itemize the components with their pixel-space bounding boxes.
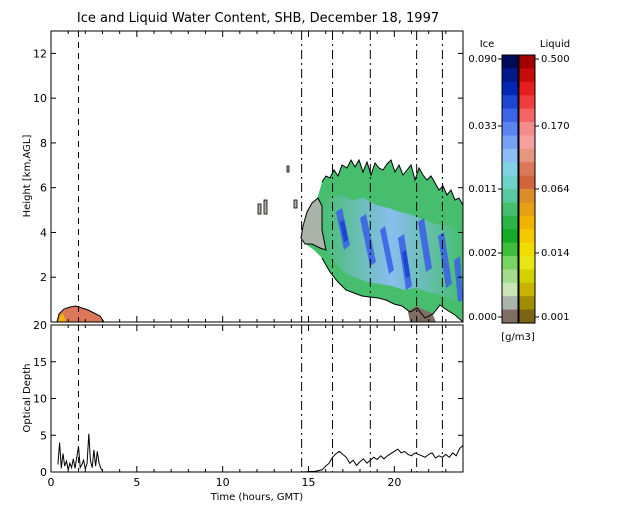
y-tick-label: 10 <box>33 393 47 406</box>
colorbar-ice-tick-label: 0.090 <box>468 54 497 65</box>
colorbar-ice-ticks: 0.090 0.033 0.011 0.002 0.000 <box>468 54 502 323</box>
colorbar-liquid-swatch <box>519 162 535 177</box>
top-axis-ticks: 2 4 6 8 10 12 <box>33 31 464 322</box>
liquid-cloud-low-edge <box>58 313 66 322</box>
colorbar-liquid-swatch <box>519 296 535 311</box>
colorbar-liquid-swatch <box>519 108 535 123</box>
colorbar-liquid-tick-label: 0.014 <box>541 248 570 259</box>
y-tick-label: 8 <box>40 137 47 150</box>
colorbar-liquid-tick-label: 0.064 <box>541 184 570 195</box>
colorbar-ice-swatch <box>502 95 518 110</box>
isolated-cell-4 <box>293 199 298 209</box>
colorbar-ice-swatch <box>502 68 518 83</box>
colorbar-liquid-swatch <box>519 95 535 110</box>
optical-depth-series <box>57 433 463 472</box>
isolated-cell-1 <box>257 203 262 215</box>
bottom-y-axis-label: Optical Depth <box>22 364 33 433</box>
colorbar-ice-swatch <box>502 148 518 163</box>
colorbar-ice-swatch <box>502 229 518 244</box>
colorbar: Ice Liquid 0.090 0.033 0.011 0.002 0.000 0.5… <box>468 39 570 343</box>
colorbar-ice-label: Ice <box>480 39 495 50</box>
y-tick-label: 15 <box>33 356 47 369</box>
colorbar-ice-swatch <box>502 189 518 203</box>
colorbar-liquid-swatches <box>519 55 535 324</box>
ice-core <box>340 220 410 278</box>
colorbar-liquid-swatch <box>519 256 535 270</box>
cloud-outline <box>321 158 463 206</box>
colorbar-liquid-ticks: 0.500 0.170 0.064 0.014 0.001 <box>535 54 570 323</box>
colorbar-ice-swatch <box>502 215 518 230</box>
colorbar-liquid-swatch <box>519 68 535 83</box>
colorbar-ice-swatch <box>502 175 518 190</box>
y-tick-label: 4 <box>40 226 47 239</box>
colorbar-ice-swatch <box>502 296 518 311</box>
cloud-base-outline <box>321 257 463 322</box>
colorbar-ice-swatch <box>502 269 518 284</box>
x-tick-label: 20 <box>387 476 401 489</box>
colorbar-ice-swatch <box>502 282 518 297</box>
y-tick-label: 2 <box>40 271 47 284</box>
mixed-region <box>300 197 327 251</box>
colorbar-ice-tick-label: 0.000 <box>468 312 497 323</box>
colorbar-liquid-swatch <box>519 122 535 136</box>
colorbar-ice-swatch <box>502 202 518 217</box>
y-tick-label: 10 <box>33 92 47 105</box>
colorbar-liquid-tick-label: 0.500 <box>541 54 570 65</box>
colorbar-liquid-swatch <box>519 282 535 297</box>
colorbar-liquid-swatch <box>519 202 535 217</box>
colorbar-ice-tick-label: 0.011 <box>468 184 497 195</box>
colorbar-ice-swatch <box>502 81 518 96</box>
colorbar-unit: [g/m3] <box>501 332 535 343</box>
colorbar-ice-tick-label: 0.033 <box>468 121 497 132</box>
y-tick-label: 12 <box>33 47 47 60</box>
x-tick-label: 0 <box>48 476 55 489</box>
colorbar-ice-swatch <box>502 242 518 257</box>
chart-title: Ice and Liquid Water Content, SHB, Decem… <box>77 11 439 26</box>
x-axis-label: Time (hours, GMT) <box>210 492 304 503</box>
optical-depth-line <box>301 445 463 472</box>
colorbar-ice-swatch <box>502 256 518 270</box>
colorbar-liquid-swatch <box>519 148 535 163</box>
colorbar-liquid-swatch <box>519 135 535 150</box>
x-tick-label: 5 <box>133 476 140 489</box>
colorbar-ice-swatch <box>502 162 518 177</box>
colorbar-liquid-swatch <box>519 189 535 203</box>
y-tick-label: 5 <box>40 429 47 442</box>
colorbar-liquid-label: Liquid <box>540 39 570 50</box>
top-y-axis-label: Height [km,AGL] <box>22 135 33 218</box>
ice-cloud-light-band <box>320 195 463 305</box>
colorbar-liquid-swatch <box>519 81 535 96</box>
colorbar-liquid-swatch <box>519 55 535 69</box>
colorbar-liquid-swatch <box>519 215 535 230</box>
isolated-cell-3 <box>286 165 290 173</box>
y-tick-label: 6 <box>40 182 47 195</box>
x-tick-label: 15 <box>302 476 316 489</box>
colorbar-ice-swatches <box>502 55 518 324</box>
y-tick-label: 0 <box>40 466 47 479</box>
cloud-image <box>56 158 463 322</box>
event-lines <box>77 31 443 472</box>
optical-depth-line <box>57 433 103 471</box>
colorbar-liquid-swatch <box>519 242 535 257</box>
colorbar-liquid-tick-label: 0.001 <box>541 312 570 323</box>
colorbar-ice-swatch <box>502 135 518 150</box>
colorbar-ice-swatch <box>502 309 518 324</box>
bottom-axis-ticks: 0 5 10 15 20 0 5 10 15 20 <box>33 319 464 489</box>
colorbar-liquid-swatch <box>519 175 535 190</box>
isolated-cell-2 <box>263 199 268 215</box>
colorbar-ice-swatch <box>502 108 518 123</box>
colorbar-liquid-swatch <box>519 309 535 324</box>
colorbar-ice-swatch <box>502 55 518 69</box>
liquid-cloud-low <box>56 305 105 322</box>
colorbar-ice-swatch <box>502 122 518 136</box>
x-tick-label: 10 <box>216 476 230 489</box>
bottom-panel-frame <box>50 324 464 473</box>
colorbar-liquid-swatch <box>519 269 535 284</box>
colorbar-liquid-tick-label: 0.170 <box>541 121 570 132</box>
colorbar-ice-tick-label: 0.002 <box>468 248 497 259</box>
colorbar-liquid-swatch <box>519 229 535 244</box>
y-tick-label: 20 <box>33 319 47 332</box>
